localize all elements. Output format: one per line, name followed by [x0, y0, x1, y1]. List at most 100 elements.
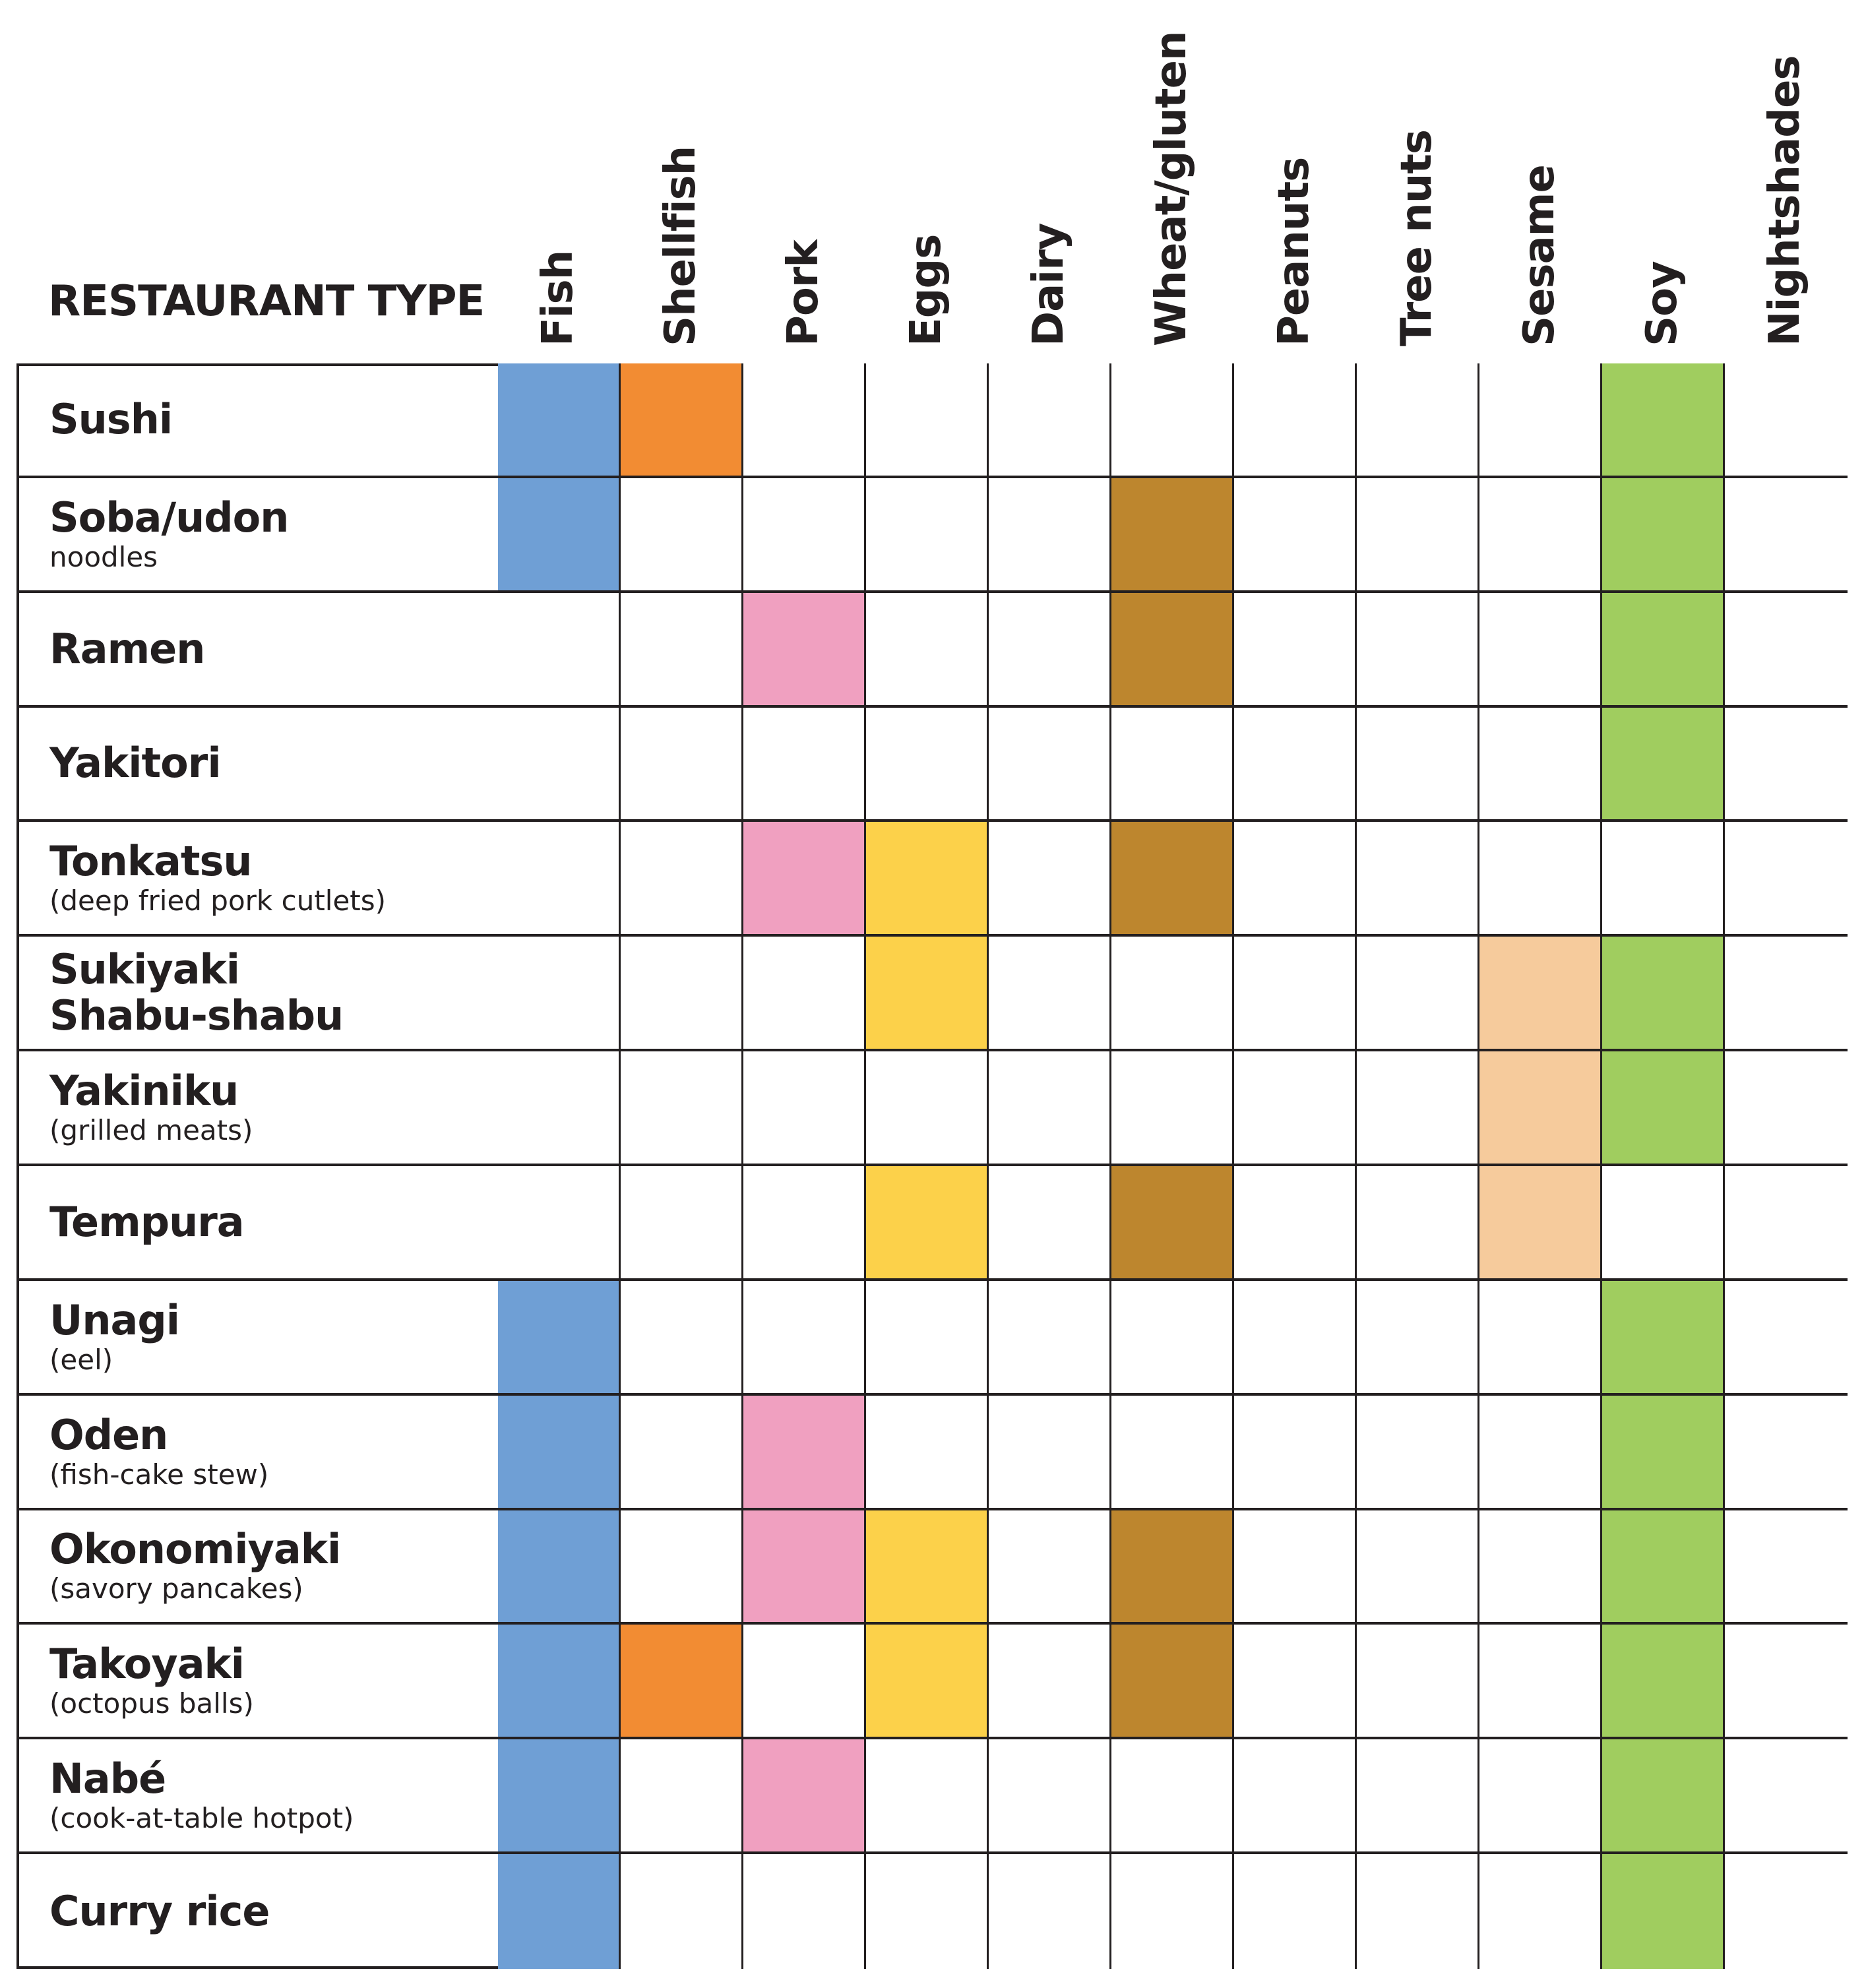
restaurant-name: Okonomiyaki — [49, 1525, 341, 1574]
restaurant-name: Nabé — [49, 1755, 166, 1803]
row-label: Yakitori — [19, 707, 501, 820]
allergen-cell-fish — [498, 1854, 621, 1969]
column-header: Soy — [1602, 0, 1726, 346]
allergen-cell-peanuts — [1234, 363, 1357, 476]
allergen-cell-wheat-gluten — [1111, 363, 1234, 476]
allergen-cell-wheat-gluten — [1111, 592, 1234, 705]
allergen-cell-fish — [498, 1166, 621, 1278]
restaurant-name: Yakitori — [49, 739, 222, 788]
allergen-cell-soy — [1602, 1739, 1725, 1852]
row-label: Soba/udon noodles — [19, 478, 501, 590]
allergen-cell-nightshades — [1725, 363, 1848, 476]
allergen-cell-sesame — [1479, 1051, 1602, 1164]
table-row: Tonkatsu (deep fried pork cutlets) — [19, 822, 1848, 937]
table-row: Curry rice — [19, 1854, 1848, 1969]
allergen-cell-tree-nuts — [1357, 1625, 1479, 1737]
column-header-label: Soy — [1637, 261, 1687, 346]
column-header: Peanuts — [1234, 0, 1357, 346]
table-row: Sukiyaki Shabu-shabu — [19, 937, 1848, 1052]
allergen-cell-shellfish — [621, 1051, 743, 1164]
row-label: Oden (fish-cake stew) — [19, 1395, 501, 1508]
allergen-cell-eggs — [866, 707, 989, 820]
allergen-cell-eggs — [866, 592, 989, 705]
allergen-cell-eggs — [866, 1166, 989, 1278]
column-header: Pork — [743, 0, 867, 346]
allergen-cell-fish — [498, 937, 621, 1049]
restaurant-subtitle: noodles — [49, 540, 158, 573]
allergen-cell-wheat-gluten — [1111, 1166, 1234, 1278]
allergen-cell-fish — [498, 478, 621, 590]
allergen-cell-pork — [743, 822, 866, 935]
row-label: Tempura — [19, 1166, 501, 1278]
column-header-label: Pork — [778, 240, 828, 346]
allergen-cell-fish — [498, 592, 621, 705]
allergen-cell-sesame — [1479, 1280, 1602, 1393]
allergen-cell-pork — [743, 1166, 866, 1278]
allergen-cell-nightshades — [1725, 1280, 1848, 1393]
allergen-cell-pork — [743, 1395, 866, 1508]
allergen-cell-shellfish — [621, 707, 743, 820]
row-label: Yakiniku (grilled meats) — [19, 1051, 501, 1164]
allergen-cell-soy — [1602, 592, 1725, 705]
allergen-cell-sesame — [1479, 1625, 1602, 1737]
allergen-cell-eggs — [866, 822, 989, 935]
allergen-cell-tree-nuts — [1357, 592, 1479, 705]
allergen-cell-soy — [1602, 1051, 1725, 1164]
allergen-cell-wheat-gluten — [1111, 1625, 1234, 1737]
allergen-cell-dairy — [989, 1395, 1111, 1508]
allergen-cell-wheat-gluten — [1111, 1051, 1234, 1164]
column-header-label: Tree nuts — [1392, 129, 1441, 346]
column-header: Nightshades — [1725, 0, 1848, 346]
restaurant-subtitle: (grilled meats) — [49, 1114, 253, 1147]
allergen-cell-sesame — [1479, 1166, 1602, 1278]
allergen-cell-shellfish — [621, 1625, 743, 1737]
table-row: Okonomiyaki (savory pancakes) — [19, 1510, 1848, 1625]
restaurant-subtitle: (octopus balls) — [49, 1687, 254, 1720]
allergen-cell-pork — [743, 707, 866, 820]
restaurant-name: Yakiniku — [49, 1067, 239, 1115]
restaurant-name: Sukiyaki — [49, 945, 240, 994]
column-header-label: Fish — [533, 250, 582, 346]
allergen-cell-shellfish — [621, 1739, 743, 1852]
allergen-cell-dairy — [989, 363, 1111, 476]
allergen-cell-peanuts — [1234, 1854, 1357, 1969]
allergen-cell-fish — [498, 1739, 621, 1852]
table-row: Takoyaki (octopus balls) — [19, 1625, 1848, 1740]
column-header: Shellfish — [621, 0, 744, 346]
allergen-cell-dairy — [989, 1625, 1111, 1737]
allergen-cell-dairy — [989, 937, 1111, 1049]
allergen-cell-soy — [1602, 1395, 1725, 1508]
column-header: Sesame — [1479, 0, 1603, 346]
allergen-cell-tree-nuts — [1357, 1166, 1479, 1278]
allergen-cell-tree-nuts — [1357, 1280, 1479, 1393]
allergen-cell-pork — [743, 937, 866, 1049]
restaurant-name: Takoyaki — [49, 1640, 245, 1689]
allergen-cell-fish — [498, 1051, 621, 1164]
restaurant-name: Sushi — [49, 394, 173, 443]
allergen-cell-wheat-gluten — [1111, 822, 1234, 935]
row-label: Curry rice — [19, 1854, 501, 1969]
allergen-cell-wheat-gluten — [1111, 1280, 1234, 1393]
allergen-cell-dairy — [989, 1854, 1111, 1969]
allergen-cell-sesame — [1479, 1395, 1602, 1508]
table-row: Ramen — [19, 592, 1848, 708]
restaurant-name: Tempura — [49, 1197, 245, 1246]
allergen-cell-pork — [743, 1051, 866, 1164]
allergen-cell-pork — [743, 592, 866, 705]
column-header: Fish — [498, 0, 621, 346]
table-row: Soba/udon noodles — [19, 478, 1848, 593]
allergen-cell-tree-nuts — [1357, 1395, 1479, 1508]
allergen-cell-fish — [498, 822, 621, 935]
column-header: Tree nuts — [1357, 0, 1480, 346]
column-header-label: Eggs — [901, 234, 950, 346]
allergen-cell-sesame — [1479, 707, 1602, 820]
allergen-cell-dairy — [989, 1510, 1111, 1623]
row-label: Sushi — [19, 363, 501, 476]
allergen-cell-wheat-gluten — [1111, 478, 1234, 590]
allergen-cell-nightshades — [1725, 937, 1848, 1049]
allergen-cell-peanuts — [1234, 822, 1357, 935]
allergen-cell-pork — [743, 1510, 866, 1623]
allergen-cell-soy — [1602, 707, 1725, 820]
allergen-cell-pork — [743, 478, 866, 590]
table-row: Unagi (eel) — [19, 1280, 1848, 1396]
